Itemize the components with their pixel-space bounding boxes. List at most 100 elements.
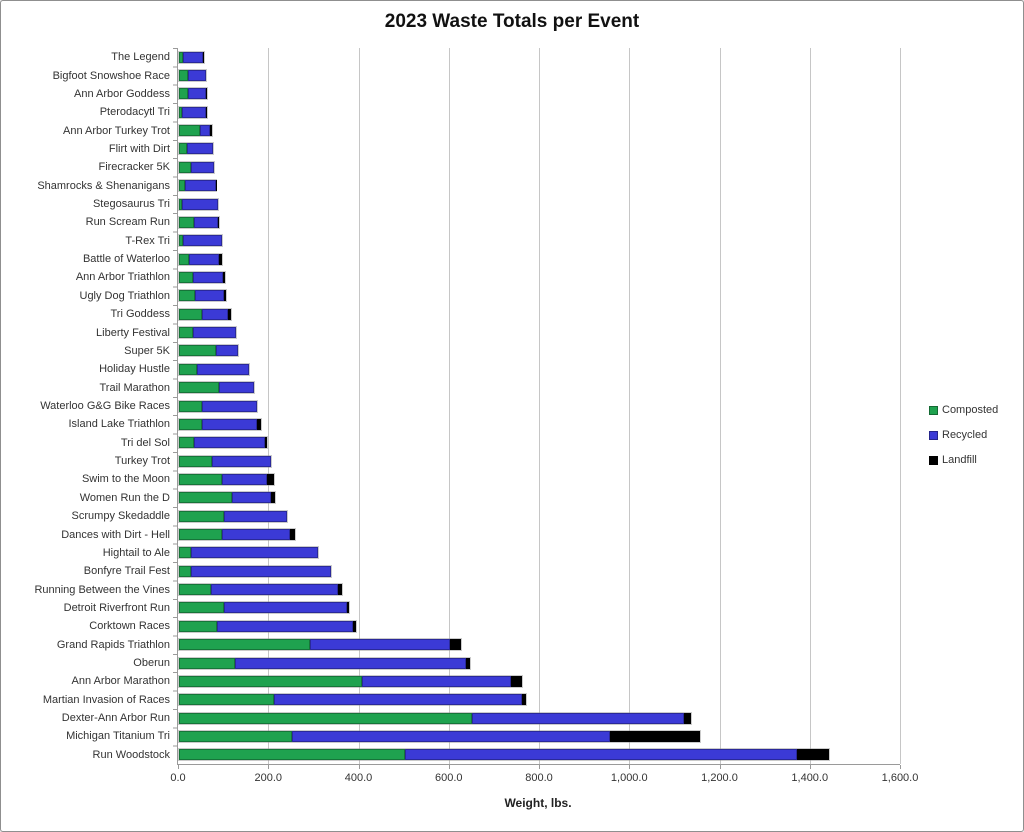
bar-segment-landfill bbox=[271, 492, 276, 504]
bar-segment-recycled bbox=[224, 602, 347, 614]
bar-segment-recycled bbox=[472, 712, 685, 724]
bar-row: Ann Arbor Triathlon bbox=[76, 268, 900, 286]
legend: Composted Recycled Landfill bbox=[929, 404, 998, 466]
bar-segment-landfill bbox=[218, 216, 220, 228]
bar-row: Waterloo G&G Bike Races bbox=[40, 397, 900, 415]
bar-stack bbox=[179, 327, 237, 339]
bar-segment-composted bbox=[179, 455, 213, 467]
category-label: Dances with Dirt - Hell bbox=[61, 528, 170, 541]
category-label: Dexter-Ann Arbor Run bbox=[61, 712, 170, 725]
bar-stack bbox=[179, 639, 462, 651]
bar-segment-recycled bbox=[191, 547, 318, 559]
x-axis-tick bbox=[719, 765, 721, 769]
bar-segment-landfill bbox=[203, 51, 205, 63]
bar-segment-recycled bbox=[291, 730, 610, 742]
gridline bbox=[900, 48, 901, 764]
bar-stack bbox=[179, 418, 261, 430]
category-label: Oberun bbox=[133, 657, 170, 670]
legend-label: Recycled bbox=[942, 429, 988, 441]
x-tick-label: 400.0 bbox=[344, 772, 373, 784]
category-label: Michigan Titanium Tri bbox=[66, 730, 170, 743]
bar-segment-landfill bbox=[466, 657, 471, 669]
bar-row: Detroit Riverfront Run bbox=[64, 599, 900, 617]
bar-segment-composted bbox=[179, 620, 218, 632]
bar-stack bbox=[179, 382, 254, 394]
bar-stack bbox=[179, 235, 222, 247]
bar-stack bbox=[179, 602, 349, 614]
bar-segment-composted bbox=[179, 308, 202, 320]
bar-segment-recycled bbox=[216, 345, 238, 357]
bar-segment-recycled bbox=[183, 235, 222, 247]
bar-segment-landfill bbox=[228, 308, 232, 320]
bar-segment-landfill bbox=[449, 639, 462, 651]
bar-segment-composted bbox=[179, 271, 193, 283]
bar-segment-composted bbox=[179, 161, 191, 173]
bar-segment-composted bbox=[179, 51, 184, 63]
x-axis-tick bbox=[539, 765, 540, 769]
bar-segment-recycled bbox=[201, 308, 229, 320]
bar-segment-landfill bbox=[205, 88, 207, 100]
category-label: T-Rex Tri bbox=[125, 234, 170, 247]
bar-segment-recycled bbox=[222, 529, 290, 541]
bar-stack bbox=[179, 106, 207, 118]
bar-row: Pterodacytl Tri bbox=[100, 103, 900, 121]
bar-segment-landfill bbox=[346, 602, 349, 614]
bar-segment-landfill bbox=[352, 620, 357, 632]
bar-segment-recycled bbox=[199, 125, 211, 137]
x-tick-label: 1,000.0 bbox=[610, 772, 648, 784]
bar-segment-recycled bbox=[211, 584, 339, 596]
bar-segment-landfill bbox=[223, 271, 225, 283]
recycled-swatch-icon bbox=[929, 430, 938, 440]
category-label: Flirt with Dirt bbox=[108, 142, 170, 155]
bar-stack bbox=[179, 125, 212, 137]
bar-segment-composted bbox=[179, 694, 274, 706]
bar-row: Bigfoot Snowshoe Race bbox=[53, 66, 900, 84]
bar-segment-composted bbox=[179, 88, 189, 100]
bar-segment-composted bbox=[179, 106, 183, 118]
bar-segment-composted bbox=[179, 290, 196, 302]
bar-stack bbox=[179, 620, 357, 632]
bar-segment-landfill bbox=[338, 584, 342, 596]
bar-stack bbox=[179, 565, 332, 577]
y-axis-ticks bbox=[173, 48, 177, 764]
bar-segment-landfill bbox=[223, 290, 227, 302]
bar-stack bbox=[179, 253, 223, 265]
bar-stack bbox=[179, 694, 527, 706]
category-label: Scrumpy Skedaddle bbox=[71, 510, 170, 523]
category-label: Women Run the D bbox=[79, 491, 170, 504]
bar-row: Ann Arbor Marathon bbox=[72, 672, 900, 690]
bar-row: Holiday Hustle bbox=[99, 360, 900, 378]
bar-row: Flirt with Dirt bbox=[109, 140, 900, 158]
bar-segment-recycled bbox=[190, 161, 215, 173]
bar-stack bbox=[179, 455, 272, 467]
x-axis-tick bbox=[178, 765, 179, 769]
bar-segment-composted bbox=[179, 749, 405, 761]
category-label: The Legend bbox=[111, 51, 170, 64]
category-label: Ann Arbor Marathon bbox=[71, 675, 170, 688]
bar-segment-recycled bbox=[182, 198, 218, 210]
bar-segment-recycled bbox=[201, 418, 257, 430]
bar-segment-composted bbox=[179, 198, 183, 210]
bar-stack bbox=[179, 510, 288, 522]
bar-segment-landfill bbox=[684, 712, 692, 724]
bar-segment-recycled bbox=[193, 437, 265, 449]
bar-row: Firecracker 5K bbox=[98, 158, 900, 176]
bar-row: Bonfyre Trail Fest bbox=[84, 562, 900, 580]
x-axis-tick bbox=[358, 765, 360, 769]
category-label: Hightail to Ale bbox=[102, 546, 170, 559]
bar-stack bbox=[179, 161, 215, 173]
bar-row: Running Between the Vines bbox=[34, 580, 900, 598]
bar-row: Stegosaurus Tri bbox=[93, 195, 900, 213]
bar-segment-recycled bbox=[182, 106, 206, 118]
bar-segment-recycled bbox=[184, 180, 216, 192]
gridline bbox=[358, 48, 360, 764]
category-label: Stegosaurus Tri bbox=[92, 198, 170, 211]
bar-stack bbox=[179, 473, 274, 485]
bar-row: Tri Goddess bbox=[110, 305, 900, 323]
composted-swatch-icon bbox=[929, 405, 938, 415]
bar-row: Michigan Titanium Tri bbox=[66, 727, 900, 745]
bar-segment-composted bbox=[179, 712, 473, 724]
bar-segment-composted bbox=[179, 70, 189, 82]
bar-segment-composted bbox=[179, 730, 292, 742]
bar-segment-recycled bbox=[188, 253, 220, 265]
